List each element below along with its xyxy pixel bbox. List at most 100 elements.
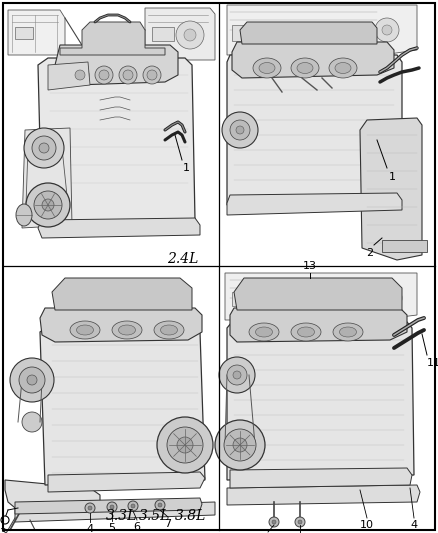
Circle shape [382, 25, 392, 35]
Circle shape [39, 143, 49, 153]
Ellipse shape [253, 58, 281, 78]
Polygon shape [15, 502, 215, 522]
Circle shape [236, 126, 244, 134]
Circle shape [157, 417, 213, 473]
Polygon shape [38, 218, 200, 238]
Circle shape [27, 375, 37, 385]
Ellipse shape [123, 70, 133, 80]
Text: 11: 11 [427, 358, 438, 368]
Bar [152, 27, 174, 41]
Text: 3: 3 [0, 528, 7, 533]
Circle shape [22, 412, 42, 432]
Circle shape [1, 516, 9, 524]
Circle shape [385, 293, 395, 303]
Circle shape [224, 429, 256, 461]
Polygon shape [234, 278, 402, 310]
Text: 3.5L: 3.5L [139, 509, 171, 523]
Circle shape [298, 520, 302, 524]
Circle shape [19, 367, 45, 393]
Polygon shape [227, 193, 402, 215]
Polygon shape [60, 22, 165, 55]
Ellipse shape [154, 321, 184, 339]
Ellipse shape [112, 321, 142, 339]
Circle shape [219, 357, 255, 393]
Ellipse shape [147, 70, 157, 80]
Ellipse shape [99, 70, 109, 80]
Circle shape [167, 427, 203, 463]
Polygon shape [227, 55, 402, 205]
Circle shape [10, 358, 54, 402]
Ellipse shape [70, 321, 100, 339]
Ellipse shape [160, 325, 177, 335]
Circle shape [233, 371, 241, 379]
Ellipse shape [297, 62, 313, 74]
Ellipse shape [339, 327, 357, 337]
Ellipse shape [143, 66, 161, 84]
Ellipse shape [335, 62, 351, 74]
Text: 1: 1 [183, 163, 190, 173]
Ellipse shape [255, 327, 272, 337]
Circle shape [128, 501, 138, 511]
Polygon shape [48, 472, 205, 492]
Polygon shape [227, 485, 420, 505]
Polygon shape [230, 308, 407, 342]
Ellipse shape [16, 204, 32, 226]
Circle shape [107, 502, 117, 512]
Circle shape [158, 503, 162, 507]
Circle shape [375, 18, 399, 42]
Circle shape [177, 437, 193, 453]
Text: 2: 2 [367, 248, 374, 258]
Circle shape [184, 29, 196, 41]
Bar [382, 240, 427, 252]
Circle shape [24, 128, 64, 168]
Polygon shape [48, 62, 90, 90]
Ellipse shape [71, 66, 89, 84]
Polygon shape [52, 278, 192, 310]
Text: 1: 1 [389, 172, 396, 182]
Bar [232, 25, 260, 41]
Polygon shape [230, 468, 412, 488]
Ellipse shape [297, 327, 314, 337]
Circle shape [85, 503, 95, 513]
Circle shape [42, 199, 54, 211]
Text: 7: 7 [164, 519, 172, 529]
Polygon shape [227, 322, 414, 480]
Ellipse shape [95, 66, 113, 84]
Circle shape [110, 505, 114, 509]
Text: 2.4L: 2.4L [167, 252, 199, 266]
Bar [267, 292, 292, 306]
Circle shape [378, 286, 402, 310]
Polygon shape [55, 45, 178, 85]
Ellipse shape [75, 70, 85, 80]
Circle shape [26, 183, 70, 227]
Text: 10: 10 [360, 520, 374, 530]
Circle shape [176, 21, 204, 49]
Ellipse shape [329, 58, 357, 78]
Circle shape [233, 438, 247, 452]
Bar [15, 27, 33, 39]
Text: 4: 4 [410, 520, 417, 530]
Circle shape [155, 500, 165, 510]
Circle shape [269, 517, 279, 527]
Circle shape [34, 191, 62, 219]
Ellipse shape [119, 66, 137, 84]
Text: 3.8L: 3.8L [175, 509, 207, 523]
Polygon shape [360, 118, 422, 260]
Text: 4: 4 [86, 524, 94, 533]
Circle shape [230, 120, 250, 140]
Polygon shape [227, 5, 417, 55]
Ellipse shape [249, 323, 279, 341]
Circle shape [215, 420, 265, 470]
Ellipse shape [291, 58, 319, 78]
Text: 13: 13 [303, 261, 317, 271]
Text: 5: 5 [109, 523, 116, 533]
Polygon shape [240, 22, 377, 44]
Polygon shape [38, 58, 195, 225]
Circle shape [295, 517, 305, 527]
Text: 3.3L: 3.3L [106, 509, 138, 523]
Circle shape [131, 504, 135, 508]
Text: 6: 6 [134, 522, 141, 532]
Ellipse shape [259, 62, 275, 74]
Polygon shape [40, 325, 205, 485]
Polygon shape [145, 8, 215, 60]
